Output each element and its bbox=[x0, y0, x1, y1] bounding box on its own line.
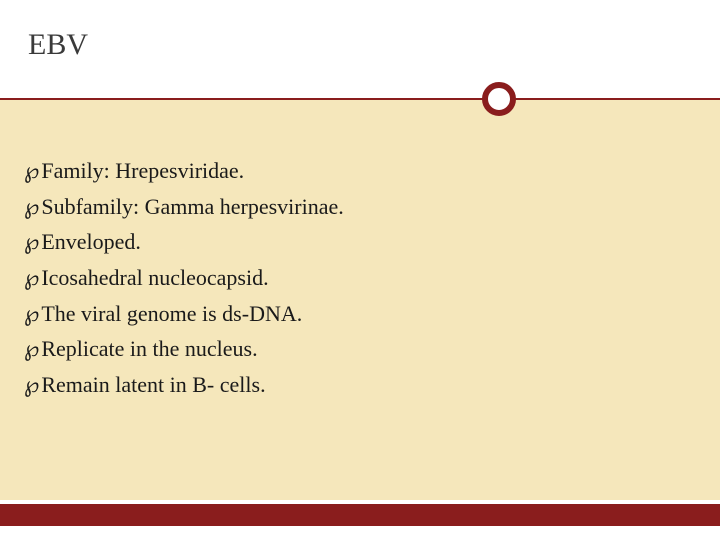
list-item: ℘ Remain latent in B- cells. bbox=[24, 370, 684, 400]
footer-bar bbox=[0, 504, 720, 526]
bullet-text: Enveloped. bbox=[41, 227, 141, 257]
bullet-marker-icon: ℘ bbox=[24, 263, 39, 293]
bullet-text: Subfamily: Gamma herpesvirinae. bbox=[41, 192, 343, 222]
list-item: ℘ The viral genome is ds-DNA. bbox=[24, 299, 684, 329]
header-region: EBV bbox=[0, 0, 720, 98]
content-region: ℘ Family: Hrepesviridae. ℘ Subfamily: Ga… bbox=[0, 100, 720, 500]
bullet-text: The viral genome is ds-DNA. bbox=[41, 299, 302, 329]
list-item: ℘ Replicate in the nucleus. bbox=[24, 334, 684, 364]
slide: EBV ℘ Family: Hrepesviridae. ℘ Subfamily… bbox=[0, 0, 720, 540]
list-item: ℘ Subfamily: Gamma herpesvirinae. bbox=[24, 192, 684, 222]
bullet-marker-icon: ℘ bbox=[24, 299, 39, 329]
bullet-text: Icosahedral nucleocapsid. bbox=[41, 263, 268, 293]
bullet-marker-icon: ℘ bbox=[24, 227, 39, 257]
bullet-marker-icon: ℘ bbox=[24, 370, 39, 400]
bullet-text: Remain latent in B- cells. bbox=[41, 370, 265, 400]
bullet-marker-icon: ℘ bbox=[24, 156, 39, 186]
list-item: ℘ Enveloped. bbox=[24, 227, 684, 257]
circle-ornament-icon bbox=[482, 82, 516, 116]
bullet-text: Family: Hrepesviridae. bbox=[41, 156, 244, 186]
bullet-marker-icon: ℘ bbox=[24, 334, 39, 364]
list-item: ℘ Icosahedral nucleocapsid. bbox=[24, 263, 684, 293]
slide-title: EBV bbox=[28, 28, 88, 62]
bullet-text: Replicate in the nucleus. bbox=[41, 334, 257, 364]
bullet-list: ℘ Family: Hrepesviridae. ℘ Subfamily: Ga… bbox=[24, 156, 684, 406]
bullet-marker-icon: ℘ bbox=[24, 192, 39, 222]
list-item: ℘ Family: Hrepesviridae. bbox=[24, 156, 684, 186]
